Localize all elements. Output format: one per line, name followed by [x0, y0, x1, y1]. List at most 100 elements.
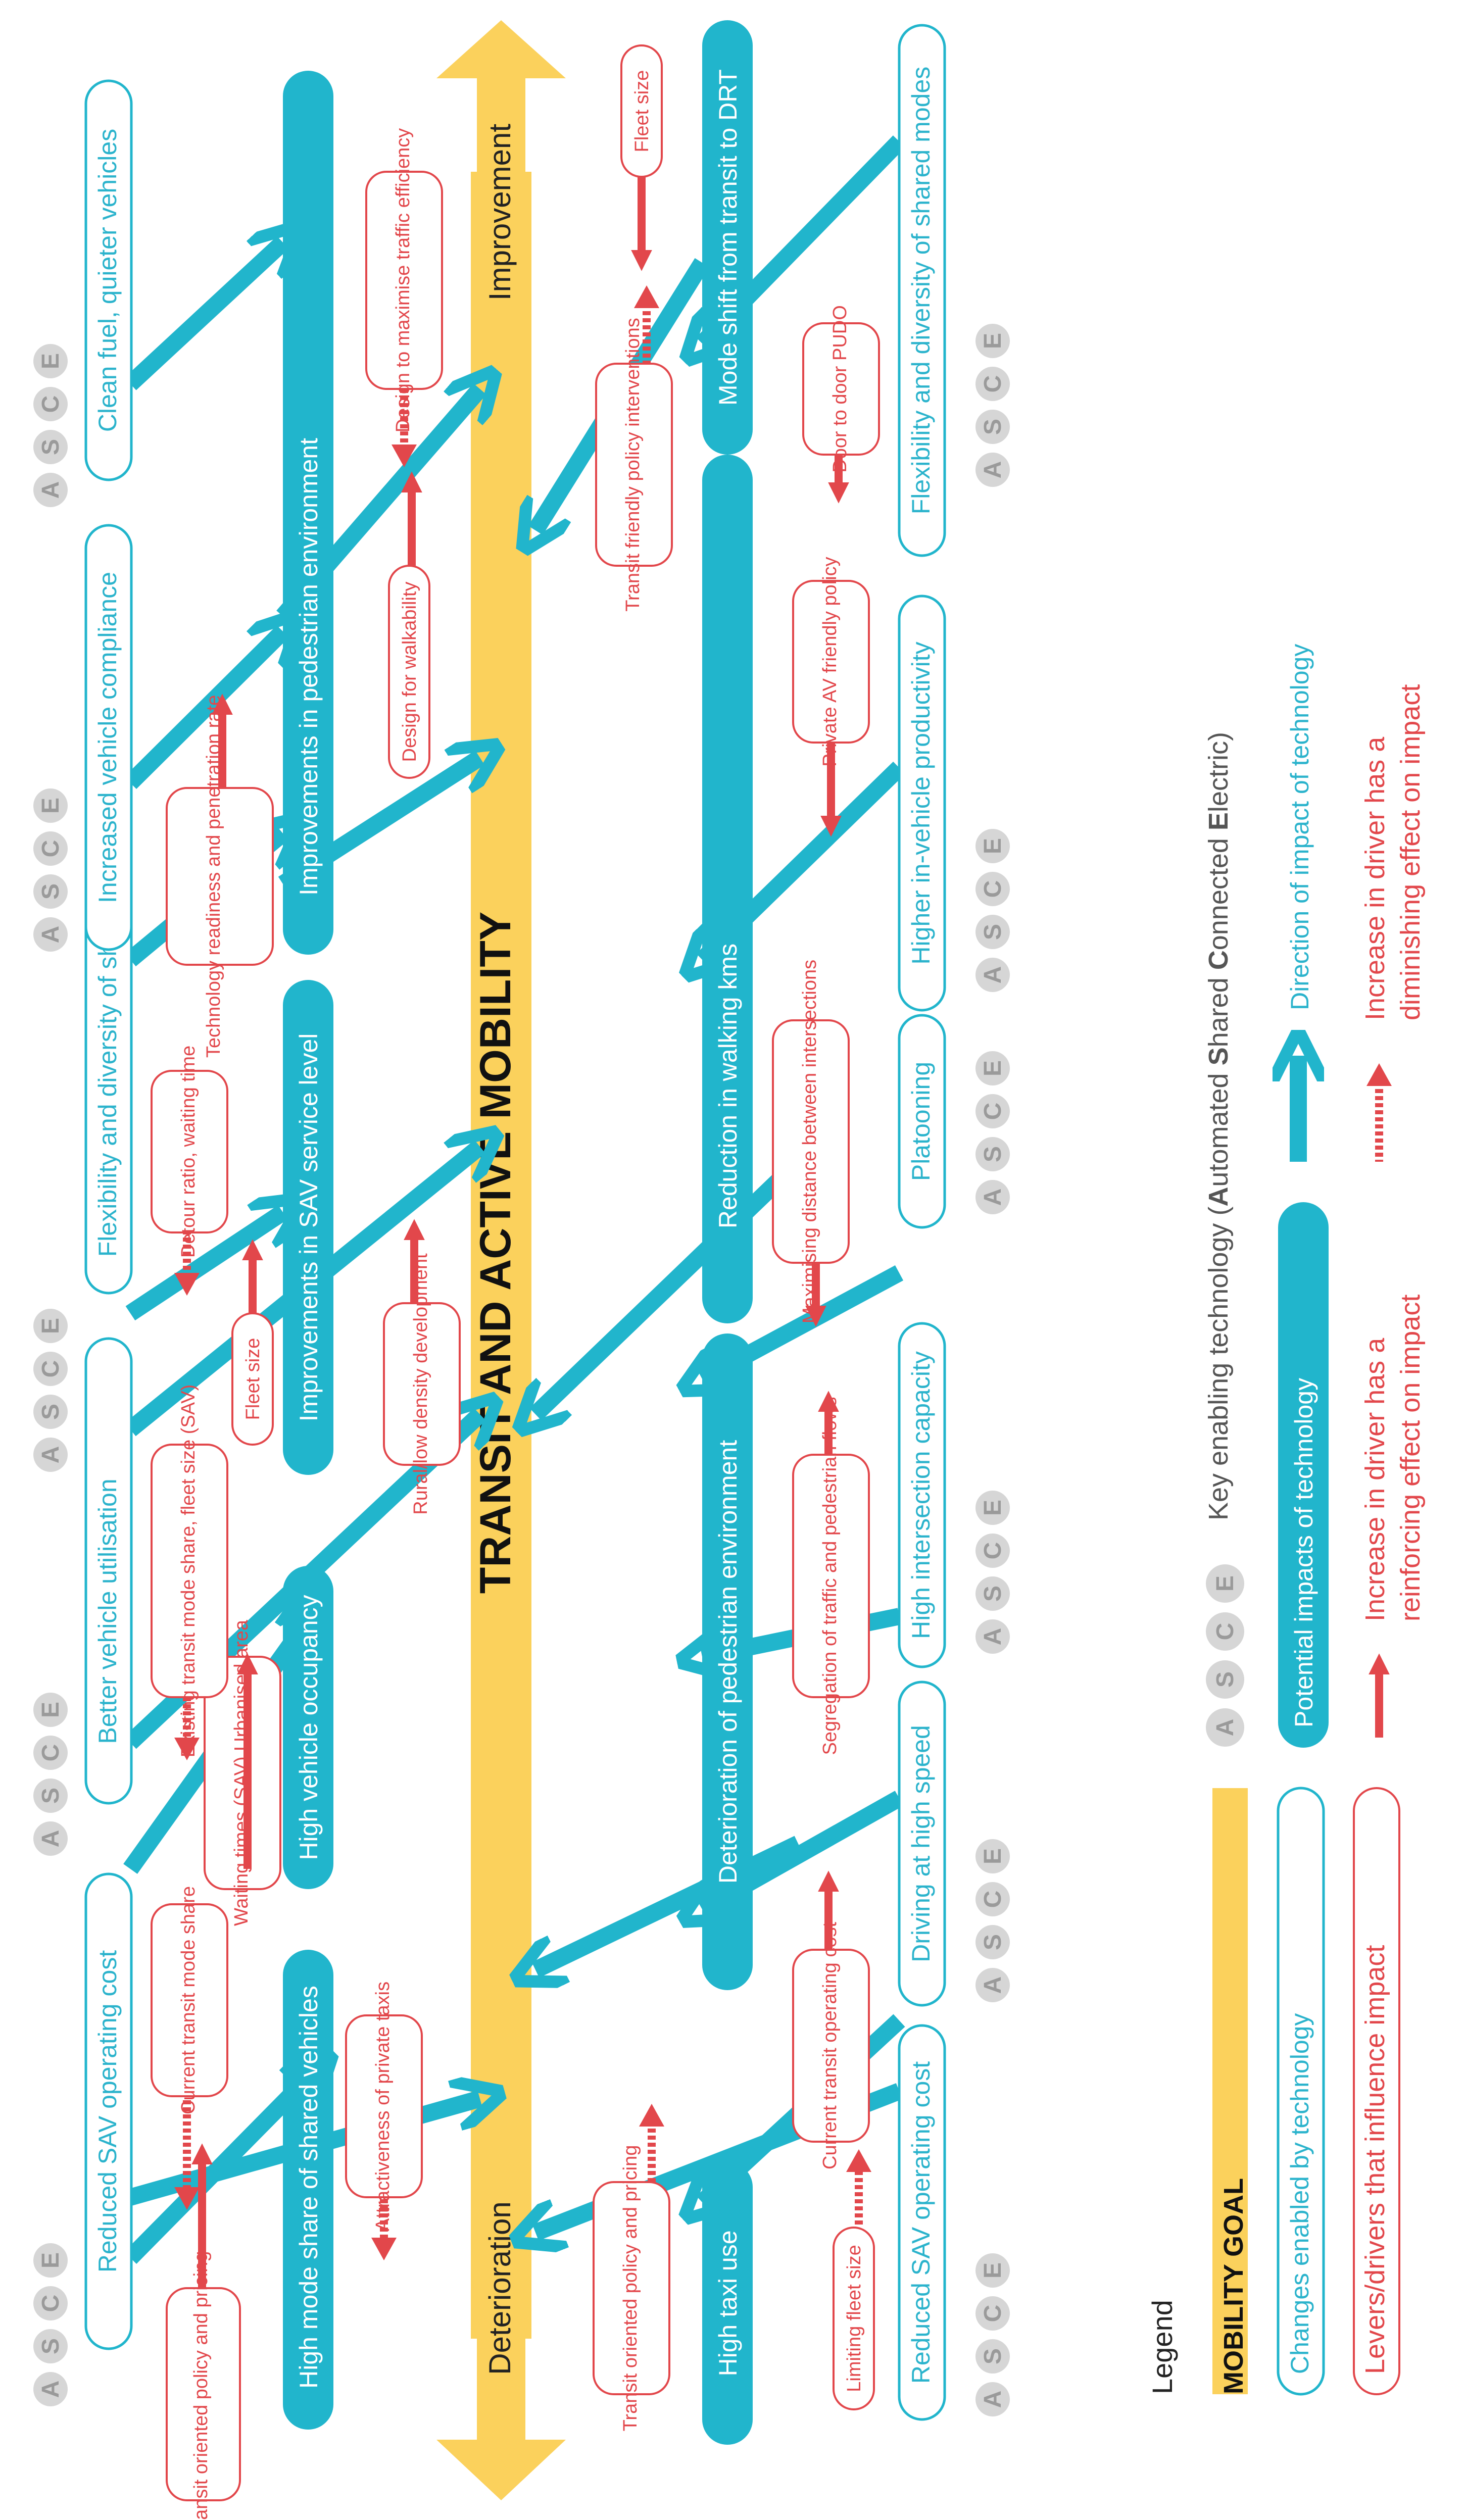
impact-label-vehicle-occupancy: High vehicle occupancy: [295, 1595, 323, 1860]
legend-tech-label: Key enabling technology (Automated Share…: [1203, 732, 1234, 1520]
tech-circle-e: [33, 2243, 68, 2278]
tech-letter-c: C: [980, 880, 1006, 898]
lever-bottom-segregation: Segregation of traffic and pedestrian fl…: [819, 1397, 841, 1755]
impact-bar-sav-service: [283, 980, 333, 1475]
tech-letter-c: C: [1212, 1623, 1239, 1641]
lever-bottom-transit-policy: Transit oriented policy and pricing: [620, 2145, 641, 2432]
legend-impacts-swatch: [1278, 1202, 1329, 1748]
tech-letter-c: C: [37, 396, 64, 413]
tech-letter-c: C: [37, 840, 64, 858]
tech-letter-c: C: [980, 1103, 1006, 1120]
tech-circle-e: [33, 344, 68, 378]
tech-circle-e: [33, 1693, 68, 1727]
legend: Legend MOBILITY GOAL Changes enabled by …: [1146, 644, 1426, 2396]
tech-letter-e: E: [37, 353, 64, 369]
tech-circle-c: [33, 387, 68, 421]
tech-letter-s: S: [1212, 1671, 1239, 1688]
tech-circle-a: [975, 2382, 1010, 2416]
tech-letter-c: C: [980, 1542, 1006, 1560]
legend-tech-circles: A S C E: [1206, 1564, 1244, 1747]
impact-bar-walking-kms: [702, 455, 753, 1323]
goal-deterioration-label: Deterioration: [483, 2201, 517, 2375]
top-impact-arrows: [123, 242, 480, 2264]
goal-improvement-label: Improvement: [483, 124, 517, 301]
lever-top-detour-ratio: Detour ratio, waiting time: [178, 1046, 199, 1258]
legend-goal-label: MOBILITY GOAL: [1218, 2178, 1249, 2394]
tech-letter-s: S: [980, 1586, 1006, 1602]
tech-letter-a: A: [980, 1628, 1006, 1646]
lever-top-existing-transit-fleet: Existing transit mode share, fleet size …: [178, 1385, 199, 1757]
tech-letter-c: C: [980, 1891, 1006, 1908]
tech-circle-s: [975, 1925, 1010, 1959]
tech-letter-e: E: [37, 798, 64, 814]
tech-letter-s: S: [980, 419, 1006, 435]
legend-changes-label: Changes enabled by technology: [1286, 2013, 1314, 2374]
tech-letter-a: A: [37, 2381, 64, 2398]
tech-letter-e: E: [980, 1848, 1006, 1864]
tech-circle-c: [33, 2286, 68, 2320]
lever-bottom-transit-friendly: Transit friendly policy interventions: [622, 318, 644, 612]
lever-bottom-private-av: Private AV friendly policy: [819, 557, 841, 766]
change-label-reduced-sav-cost-bottom: Reduced SAV operating cost: [907, 2061, 935, 2384]
change-box-clean-fuel: [84, 79, 133, 481]
tech-letter-c: C: [980, 375, 1006, 393]
top-change-boxes: Reduced SAV operating cost Better vehicl…: [84, 79, 133, 2350]
lever-top-walkability: Design for walkability: [399, 582, 420, 762]
bottom-change-boxes: Reduced SAV operating cost Driving at hi…: [898, 24, 946, 2421]
legend-levers-label: Levers/drivers that influence impact: [1360, 1945, 1390, 2374]
tech-letter-e: E: [980, 1060, 1006, 1076]
impact-label-pedestrian-improve: Improvements in pedestrian environment: [295, 438, 323, 896]
tech-letter-s: S: [37, 439, 64, 455]
change-label-clean-fuel: Clean fuel, quieter vehicles: [93, 129, 122, 432]
tech-letter-a: A: [37, 1830, 64, 1848]
goal-title: TRANSIT AND ACTIVE MOBILITY: [471, 912, 520, 1594]
tech-circle-a: [975, 1968, 1010, 2002]
tech-circle-s: [33, 2329, 68, 2363]
tech-letter-a: A: [980, 966, 1006, 984]
tech-circle-s: [975, 2339, 1010, 2374]
legend-title: Legend: [1146, 2300, 1178, 2394]
tech-letter-s: S: [37, 1404, 64, 1420]
lever-top-current-transit-share: Current transit mode share: [178, 1886, 199, 2114]
tech-circle-a: [33, 1438, 68, 1472]
tech-letter-e: E: [980, 838, 1006, 854]
tech-circle-a: [33, 917, 68, 952]
change-label-better-utilisation: Better vehicle utilisation: [93, 1478, 122, 1744]
tech-letter-a: A: [980, 461, 1006, 479]
legend-impacts-label: Potential impacts of technology: [1290, 1378, 1318, 1727]
tech-circle-a: [975, 453, 1010, 487]
tech-circle-c: [975, 1882, 1010, 1916]
tech-circle-s: [33, 1395, 68, 1429]
impact-label-pedestrian-deteriorate: Deterioration of pedestrian environment: [714, 1440, 742, 1884]
tech-letter-s: S: [37, 1788, 64, 1804]
change-label-flexibility-bottom: Flexibility and diversity of shared mode…: [907, 67, 935, 515]
legend-reinforcing-line1: Increase in driver has a: [1360, 1338, 1390, 1621]
tech-letter-a: A: [1212, 1719, 1239, 1737]
tech-circle-a: [975, 1180, 1010, 1214]
tech-circle-s: [33, 430, 68, 464]
legend-diminishing-line2: diminishing effect on impact: [1395, 684, 1426, 1020]
tech-circle-e: [1206, 1564, 1244, 1603]
tech-letter-e: E: [980, 2262, 1006, 2279]
tech-letter-e: E: [37, 2252, 64, 2268]
tech-letter-a: A: [37, 926, 64, 944]
impact-bar-pedestrian-improve: [283, 71, 333, 955]
tech-letter-e: E: [980, 1500, 1006, 1516]
tech-letter-s: S: [980, 1934, 1006, 1950]
legend-direction-label: Direction of impact of technology: [1286, 644, 1314, 1010]
tech-circle-e: [33, 1309, 68, 1343]
tech-letter-a: A: [37, 1446, 64, 1464]
technology-circles: A S C E A S C E A S C E A S C E A S C E A S C E A S C E A S C E A S C E A S C E…: [33, 324, 1010, 2416]
tech-letter-e: E: [37, 1318, 64, 1334]
tech-circle-e: [975, 1839, 1010, 1873]
change-label-intersection-capacity: High intersection capacity: [907, 1351, 935, 1639]
tech-circle-c: [975, 872, 1010, 906]
impact-bar-high-taxi: [702, 2162, 753, 2445]
change-label-reduced-sav-cost: Reduced SAV operating cost: [93, 1950, 122, 2272]
change-box-reduced-sav-cost: [84, 1872, 133, 2350]
top-lever-arrows: [174, 389, 425, 2288]
tech-circle-e: [975, 2253, 1010, 2288]
lever-top-transit-policy: Transit oriented policy and pricing: [190, 2251, 212, 2520]
tech-circle-s: [33, 1778, 68, 1813]
